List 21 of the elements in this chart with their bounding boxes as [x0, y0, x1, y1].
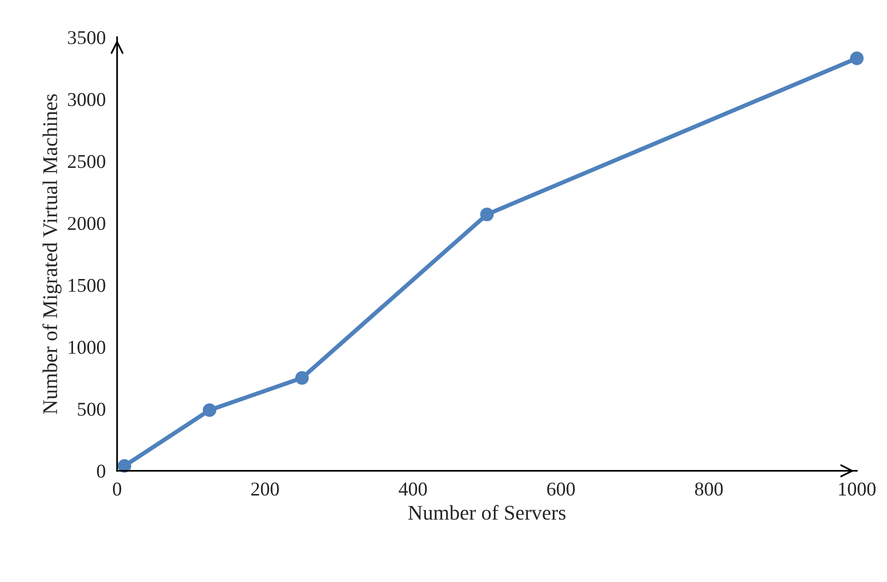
y-tick-label: 3500: [68, 31, 106, 44]
x-tick-label: 400: [398, 482, 427, 496]
y-tick-label: 500: [78, 402, 106, 416]
x-axis-title: Number of Servers: [408, 504, 566, 520]
x-tick-label: 0: [112, 482, 122, 496]
y-axis-title: Number of Migrated Virtual Machines: [42, 94, 62, 414]
x-tick-label: 1000: [839, 482, 876, 496]
point: [202, 403, 216, 417]
y-tick-label: 0: [96, 464, 106, 478]
y-tick-label: 2000: [68, 216, 106, 230]
y-tick-label: 3000: [68, 93, 106, 106]
point: [118, 459, 132, 473]
point: [850, 52, 864, 66]
y-tick-label: 2500: [68, 154, 106, 168]
point: [295, 371, 309, 385]
x-tick-label: 800: [695, 482, 723, 496]
point: [480, 208, 494, 222]
y-tick-label: 1500: [68, 278, 106, 292]
x-tick-label: 200: [251, 482, 279, 496]
x-tick-label: 600: [547, 482, 575, 496]
y-tick-label: 1000: [68, 340, 106, 354]
